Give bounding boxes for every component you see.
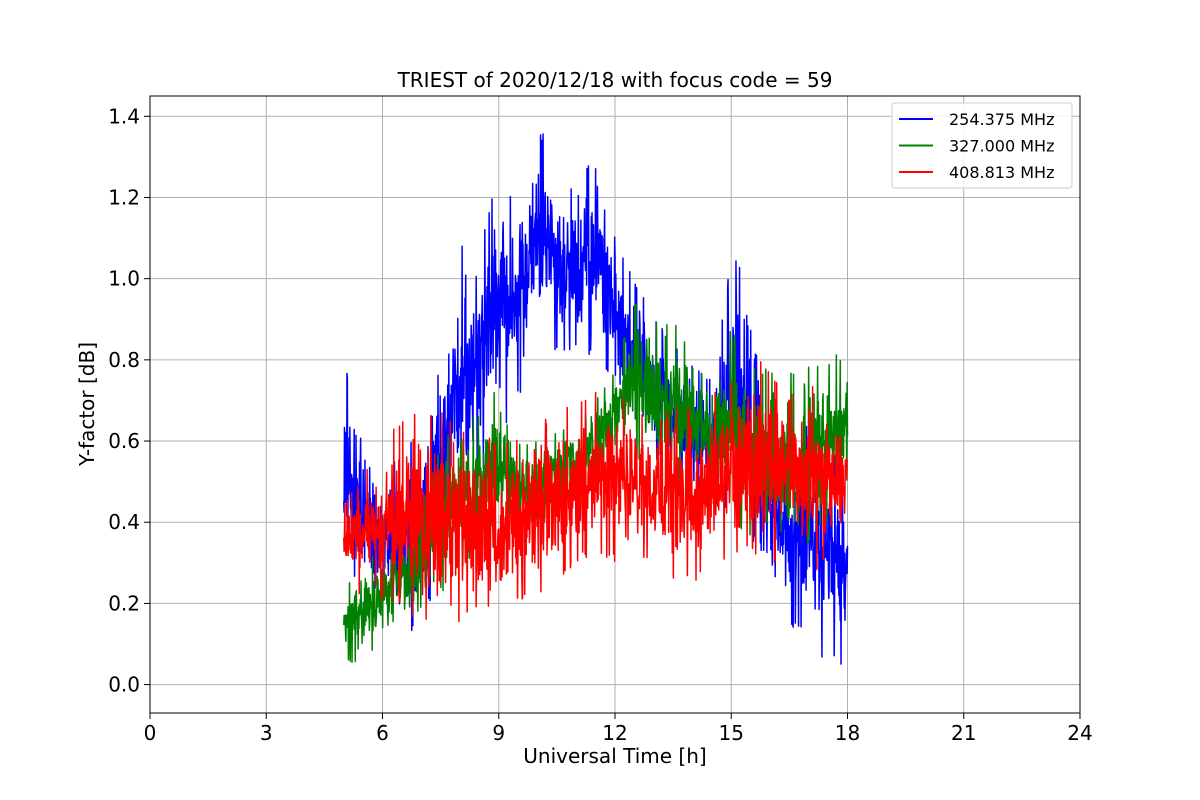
y-tick-label: 0.4 xyxy=(108,510,140,534)
y-tick-label: 0.6 xyxy=(108,429,140,453)
y-tick-label: 1.0 xyxy=(108,267,140,291)
x-tick-label: 0 xyxy=(144,721,157,745)
x-tick-label: 12 xyxy=(602,721,627,745)
legend: 254.375 MHz 327.000 MHz 408.813 MHz xyxy=(891,102,1073,189)
x-tick-label: 18 xyxy=(835,721,860,745)
y-tick-label: 1.4 xyxy=(108,104,140,128)
x-tick-label: 9 xyxy=(492,721,505,745)
y-tick-label: 0.0 xyxy=(108,673,140,697)
x-tick-label: 3 xyxy=(260,721,273,745)
x-axis-label: Universal Time [h] xyxy=(523,744,706,768)
x-tick-label: 15 xyxy=(719,721,744,745)
chart-title: TRIEST of 2020/12/18 with focus code = 5… xyxy=(397,68,833,92)
legend-label: 408.813 MHz xyxy=(949,163,1054,182)
y-tick-label: 0.2 xyxy=(108,591,140,615)
series-group xyxy=(343,133,849,665)
legend-box xyxy=(891,102,1073,189)
y-tick-label: 0.8 xyxy=(108,348,140,372)
series-line xyxy=(343,361,848,623)
axis-ticks: 0 3 6 9 12 15 18 21 24 0.0 0.2 0.4 0.6 0.8 1.0 1.2 1.4 xyxy=(108,104,1093,745)
legend-label: 327.000 MHz xyxy=(949,137,1054,156)
legend-label: 254.375 MHz xyxy=(949,110,1054,129)
x-tick-label: 24 xyxy=(1067,721,1092,745)
y-tick-label: 1.2 xyxy=(108,185,140,209)
x-tick-label: 6 xyxy=(376,721,389,745)
y-axis-label: Y-factor [dB] xyxy=(75,342,99,467)
x-tick-label: 21 xyxy=(951,721,976,745)
